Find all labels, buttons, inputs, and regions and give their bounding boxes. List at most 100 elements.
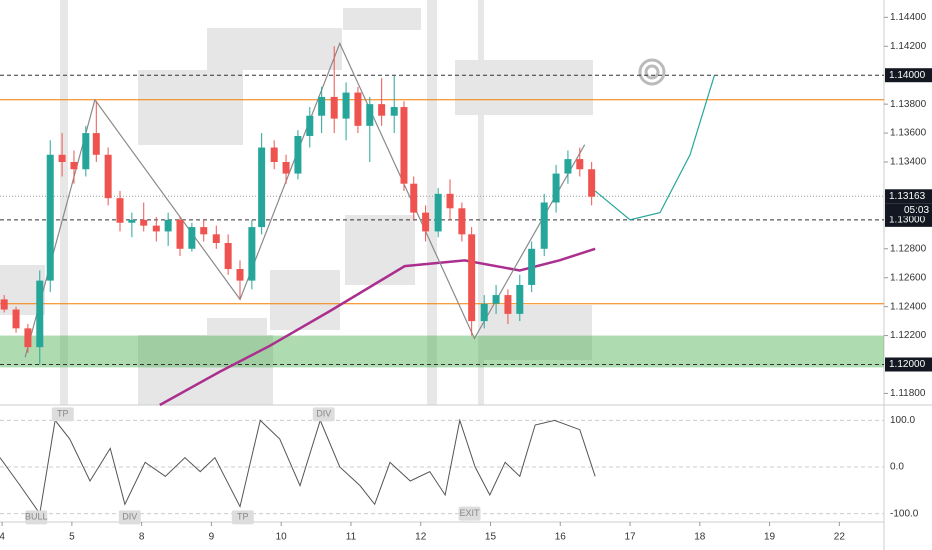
candle-body — [564, 159, 572, 174]
candle-body — [410, 183, 418, 213]
candle-body — [504, 295, 512, 314]
candle-body — [24, 328, 32, 348]
x-tick-label: 8 — [139, 532, 145, 543]
y-tick-label: 1.12200 — [890, 330, 927, 341]
candle-body — [248, 227, 256, 281]
candle-body — [82, 133, 90, 170]
annotation-box — [231, 510, 254, 525]
price-label-box — [885, 357, 932, 372]
candle-body — [58, 154, 66, 162]
candle-body — [188, 227, 196, 249]
candle-body — [446, 193, 454, 209]
candle-body — [270, 147, 278, 162]
candle-body — [480, 303, 488, 322]
current-price-label: 1.13163 — [889, 191, 926, 202]
candle-body — [140, 219, 148, 226]
price-label-box — [885, 212, 932, 227]
annotation-box — [458, 506, 481, 521]
candle-body — [258, 147, 266, 228]
candle-body — [36, 280, 44, 348]
x-tick-label: 16 — [555, 532, 567, 543]
price-label: 1.12000 — [889, 359, 926, 370]
candle-body — [306, 115, 314, 136]
annotation: BULL — [25, 512, 48, 522]
annotation: TP — [237, 512, 249, 522]
osc-tick-label: -100.0 — [890, 508, 919, 519]
candle-body — [400, 107, 408, 184]
price-label: 1.13000 — [889, 214, 926, 225]
candle-body — [342, 92, 350, 119]
osc-tick-label: 0.0 — [890, 462, 904, 473]
candle-body — [516, 284, 524, 314]
annotation: DIV — [316, 409, 331, 419]
candle-body — [12, 309, 20, 329]
x-tick-label: 19 — [764, 532, 776, 543]
candle-body — [422, 212, 430, 232]
x-tick-label: 12 — [415, 532, 427, 543]
annotation-box — [25, 510, 48, 525]
annotation-box — [118, 510, 141, 525]
x-tick-label: 17 — [624, 532, 636, 543]
candle-body — [366, 104, 374, 126]
price-label-box — [885, 68, 932, 83]
candle-body — [588, 169, 596, 197]
candle-body — [552, 173, 560, 203]
candle-body — [540, 202, 548, 249]
candle-body — [282, 162, 290, 174]
x-tick-label: 18 — [694, 532, 706, 543]
candle-body — [104, 154, 112, 199]
annotation-box — [51, 407, 74, 422]
candle-body — [200, 227, 208, 235]
candle-body — [70, 162, 78, 170]
candle-body — [224, 243, 232, 270]
annotation-box — [312, 407, 335, 422]
candle-body — [354, 92, 362, 126]
y-tick-label: 1.13600 — [890, 128, 927, 139]
x-tick-label: 11 — [346, 532, 357, 543]
x-tick-label: 15 — [485, 532, 497, 543]
price-label: 1.14000 — [889, 70, 926, 81]
candle-body — [46, 154, 54, 281]
annotation: DIV — [122, 512, 137, 522]
candle-body — [390, 107, 398, 116]
candle-body — [164, 219, 172, 232]
countdown-box — [885, 203, 932, 217]
candle-body — [468, 234, 476, 322]
y-tick-label: 1.12600 — [890, 272, 927, 283]
y-tick-label: 1.14400 — [890, 12, 927, 23]
oscillator-line — [0, 418, 596, 515]
candle-body — [294, 135, 302, 174]
candle-body — [116, 198, 124, 223]
overlay-line — [159, 247, 596, 407]
candle-body — [212, 234, 220, 243]
annotation: EXIT — [460, 508, 481, 518]
candle-body — [92, 133, 100, 155]
y-tick-label: 1.12800 — [890, 243, 927, 254]
candle-body — [236, 269, 244, 281]
x-tick-label: 4 — [0, 532, 5, 543]
y-tick-label: 1.13400 — [890, 157, 927, 168]
candle-body — [434, 193, 442, 232]
y-tick-label: 1.11800 — [890, 388, 926, 399]
candle-body — [330, 96, 338, 119]
candle-body — [318, 96, 326, 116]
y-tick-label: 1.14200 — [890, 41, 927, 52]
candle-body — [378, 104, 386, 116]
candle-body — [152, 225, 160, 232]
candle-body — [128, 219, 136, 223]
x-tick-label: 10 — [276, 532, 288, 543]
support-zone — [0, 335, 884, 368]
x-tick-label: 22 — [834, 532, 846, 543]
y-tick-label: 1.13800 — [890, 99, 927, 110]
overlay-line — [594, 75, 716, 221]
candle-body — [528, 248, 536, 285]
annotation: TP — [57, 409, 69, 419]
y-tick-label: 1.12400 — [890, 301, 927, 312]
candle-body — [458, 208, 466, 235]
current-price-label-box — [885, 189, 932, 204]
candle-body — [0, 299, 8, 310]
candle-body — [492, 295, 500, 304]
candle-body — [576, 159, 584, 170]
osc-tick-label: 100.0 — [890, 415, 915, 426]
